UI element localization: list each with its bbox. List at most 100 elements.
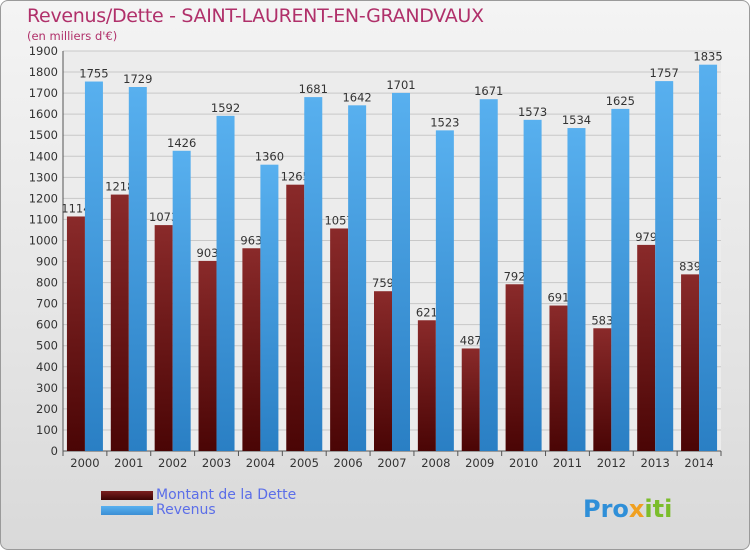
bar-revenus <box>216 115 235 451</box>
x-tick-label: 2004 <box>246 456 275 470</box>
bar-revenus <box>304 97 323 452</box>
value-label-revenus: 1573 <box>518 105 547 119</box>
legend-label-revenus: Revenus <box>156 502 216 518</box>
bar-revenus <box>655 81 674 452</box>
y-tick-label: 200 <box>36 402 58 416</box>
x-tick-label: 2011 <box>553 456 582 470</box>
y-tick-label: 1200 <box>29 191 58 205</box>
y-tick-label: 900 <box>36 255 58 269</box>
bar-dette <box>549 305 568 451</box>
y-tick-label: 1700 <box>29 86 58 100</box>
bar-revenus <box>172 150 191 451</box>
y-tick-label: 100 <box>36 423 58 437</box>
value-label-dette: 487 <box>460 333 482 347</box>
value-label-dette: 1057 <box>324 213 353 227</box>
legend-swatch-revenus <box>101 506 153 515</box>
y-tick-label: 1800 <box>29 65 58 79</box>
bar-dette <box>461 348 480 451</box>
value-label-dette: 903 <box>197 246 219 260</box>
value-label-dette: 979 <box>635 230 657 244</box>
bar-dette <box>330 228 349 451</box>
logo-text: Proxiti <box>583 495 672 523</box>
value-label-revenus: 1360 <box>255 150 284 164</box>
y-tick-label: 600 <box>36 318 58 332</box>
value-label-revenus: 1592 <box>211 101 240 115</box>
value-label-dette: 1073 <box>149 210 178 224</box>
value-label-revenus: 1642 <box>342 90 371 104</box>
bar-revenus <box>348 105 367 451</box>
x-tick-label: 2007 <box>377 456 406 470</box>
bar-revenus <box>392 92 410 451</box>
bar-dette <box>505 284 524 451</box>
bar-revenus <box>84 81 103 452</box>
value-label-dette: 691 <box>547 291 569 305</box>
value-label-dette: 1218 <box>105 180 134 194</box>
value-label-revenus: 1755 <box>79 67 108 81</box>
value-label-revenus: 1729 <box>123 72 152 86</box>
bar-dette <box>242 248 261 451</box>
x-tick-label: 2001 <box>114 456 143 470</box>
y-tick-label: 1400 <box>29 149 58 163</box>
bar-dette <box>637 244 656 451</box>
x-tick-label: 2000 <box>70 456 99 470</box>
bar-revenus <box>479 99 498 452</box>
y-tick-label: 1100 <box>29 212 58 226</box>
chart-title: Revenus/Dette - SAINT-LAURENT-EN-GRANDVA… <box>27 5 484 27</box>
bar-revenus <box>128 87 147 451</box>
bar-dette <box>374 291 392 451</box>
bar-revenus <box>523 119 542 451</box>
x-tick-label: 2010 <box>509 456 538 470</box>
y-tick-label: 300 <box>36 381 58 395</box>
x-tick-label: 2002 <box>158 456 187 470</box>
y-tick-label: 1300 <box>29 170 58 184</box>
y-tick-label: 1500 <box>29 128 58 142</box>
value-label-revenus: 1681 <box>299 82 328 96</box>
bar-dette <box>681 274 700 451</box>
bar-dette <box>110 194 129 451</box>
value-label-revenus: 1757 <box>650 66 679 80</box>
value-label-dette: 963 <box>240 233 262 247</box>
chart-subtitle: (en milliers d'€) <box>27 29 118 43</box>
value-label-dette: 621 <box>416 305 438 319</box>
x-tick-label: 2012 <box>597 456 626 470</box>
x-tick-label: 2013 <box>641 456 670 470</box>
y-tick-label: 500 <box>36 339 58 353</box>
bar-dette <box>417 320 436 451</box>
y-tick-label: 800 <box>36 276 58 290</box>
x-tick-label: 2014 <box>684 456 713 470</box>
x-tick-label: 2009 <box>465 456 494 470</box>
value-label-dette: 1114 <box>61 201 90 215</box>
value-label-dette: 839 <box>679 259 701 273</box>
value-label-revenus: 1426 <box>167 136 196 150</box>
value-label-revenus: 1625 <box>606 94 635 108</box>
value-label-dette: 792 <box>504 269 526 283</box>
value-label-revenus: 1534 <box>562 113 591 127</box>
value-label-dette: 583 <box>591 313 613 327</box>
value-label-revenus: 1523 <box>430 115 459 129</box>
bar-dette <box>154 225 173 451</box>
bar-revenus <box>611 108 630 451</box>
y-tick-label: 1000 <box>29 233 58 247</box>
bar-revenus <box>699 64 718 452</box>
bar-dette <box>593 328 612 451</box>
x-tick-label: 2005 <box>290 456 319 470</box>
bar-revenus <box>260 164 279 451</box>
bar-revenus <box>567 128 586 451</box>
y-tick-label: 700 <box>36 297 58 311</box>
value-label-dette: 1265 <box>281 170 310 184</box>
x-tick-label: 2003 <box>202 456 231 470</box>
y-tick-label: 1600 <box>29 107 58 121</box>
y-tick-label: 400 <box>36 360 58 374</box>
bar-dette <box>286 184 305 451</box>
value-label-dette: 759 <box>372 276 394 290</box>
bar-dette <box>66 216 85 451</box>
y-tick-label: 0 <box>51 444 58 458</box>
value-label-revenus: 1835 <box>693 50 722 64</box>
proxiti-logo: Proxiti <box>583 495 672 523</box>
value-label-revenus: 1701 <box>386 78 415 92</box>
bar-dette <box>198 260 217 451</box>
x-tick-label: 2006 <box>333 456 362 470</box>
legend-swatch-dette <box>101 491 153 500</box>
